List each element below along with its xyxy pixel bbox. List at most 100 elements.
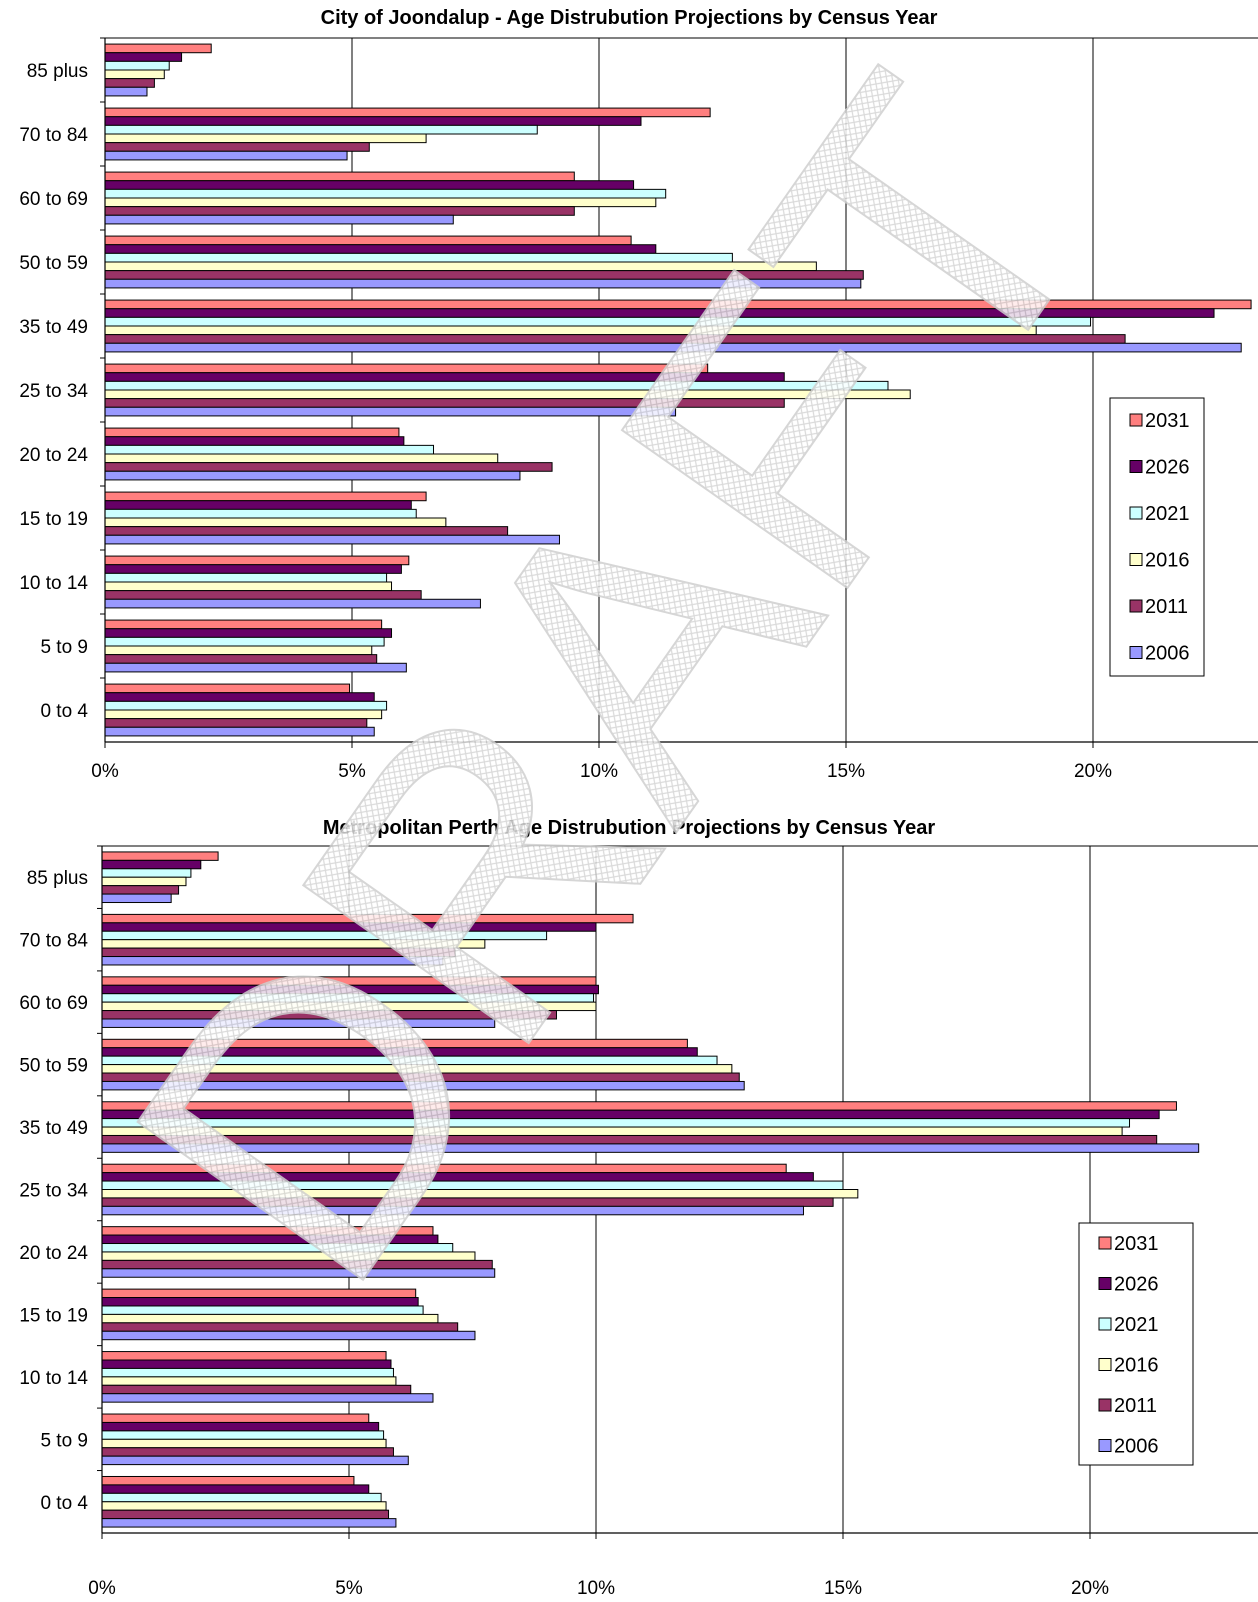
category-label: 10 to 14	[19, 573, 88, 594]
charts-layer: City of Joondalup - Age Distrubution Pro…	[19, 7, 1258, 1599]
legend-label-2026: 2026	[1114, 1274, 1159, 1296]
category-label: 60 to 69	[19, 189, 88, 210]
legend-swatch-2031	[1129, 413, 1143, 427]
legend-label-2006: 2006	[1145, 643, 1190, 665]
category-label: 85 plus	[27, 868, 88, 889]
bar-2026-85-plus	[104, 52, 183, 62]
bar-2006-20-to-24	[104, 470, 521, 481]
legend-swatch-2021	[1129, 506, 1143, 520]
bar-2016-10-to-14	[104, 581, 393, 592]
legend-swatch-2026	[1129, 460, 1143, 473]
legend-swatch-2011	[1098, 1398, 1112, 1412]
bar-2016-70-to-84	[104, 133, 427, 144]
legend-box	[1078, 1222, 1194, 1466]
legend-swatch-2016	[1129, 553, 1143, 566]
legend-swatch-2016	[1098, 1358, 1112, 1371]
bar-2021-10-to-14	[101, 1367, 394, 1378]
legend-swatch-2026	[1098, 1277, 1112, 1290]
bar-2031-10-to-14	[104, 555, 410, 566]
bar-2031-20-to-24	[104, 427, 400, 438]
legend-label-2011: 2011	[1145, 596, 1188, 618]
bar-2021-5-to-9	[104, 636, 385, 647]
category-label: 50 to 59	[19, 1056, 88, 1077]
chart-title: Metropolitan Perth Age Distrubution Proj…	[323, 817, 936, 839]
legend-label-2006: 2006	[1114, 1436, 1159, 1458]
bar-2026-15-to-19	[104, 500, 412, 510]
category-label: 5 to 9	[40, 1430, 88, 1451]
bar-2011-70-to-84	[104, 142, 370, 152]
category-label: 60 to 69	[19, 993, 88, 1014]
category-label: 20 to 24	[19, 445, 88, 466]
bar-2006-0-to-4	[101, 1518, 397, 1528]
x-tick-label: 5%	[338, 761, 366, 782]
x-tick-label: 20%	[1074, 761, 1112, 782]
bar-2031-60-to-69	[104, 171, 575, 182]
category-label: 0 to 4	[40, 1493, 88, 1514]
bar-2011-5-to-9	[101, 1447, 394, 1457]
legend-box	[1109, 397, 1205, 677]
category-label: 35 to 49	[19, 317, 88, 338]
category-label: 85 plus	[27, 61, 88, 82]
bar-2016-85-plus	[101, 876, 187, 887]
x-tick-label: 5%	[335, 1578, 363, 1599]
category-label: 25 to 34	[19, 1181, 88, 1202]
x-tick-label: 20%	[1071, 1578, 1109, 1599]
bar-2031-10-to-14	[101, 1351, 387, 1361]
legend-label-2016: 2016	[1114, 1355, 1159, 1377]
bar-2011-85-plus	[101, 885, 180, 895]
bar-2016-5-to-9	[101, 1438, 387, 1449]
chart-2: Metropolitan Perth Age Distrubution Proj…	[19, 817, 1258, 1599]
category-label: 15 to 19	[19, 509, 88, 530]
category-label: 50 to 59	[19, 253, 88, 274]
bar-2021-5-to-9	[101, 1430, 385, 1440]
chart-1: City of Joondalup - Age Distrubution Pro…	[19, 7, 1258, 782]
category-label: 70 to 84	[19, 931, 88, 952]
category-label: 35 to 49	[19, 1118, 88, 1139]
bar-2031-0-to-4	[104, 683, 351, 694]
bar-2011-10-to-14	[101, 1384, 412, 1395]
legend-label-2026: 2026	[1145, 457, 1190, 479]
bar-2016-5-to-9	[104, 645, 373, 656]
bar-2021-70-to-84	[104, 124, 538, 135]
bar-2026-70-to-84	[104, 116, 642, 126]
bar-2031-70-to-84	[104, 107, 711, 118]
bar-2006-60-to-69	[104, 214, 454, 225]
legend-swatch-2031	[1098, 1236, 1112, 1250]
x-tick-label: 10%	[580, 761, 618, 782]
bar-2026-5-to-9	[101, 1421, 380, 1432]
x-tick-label: 15%	[824, 1578, 862, 1599]
bar-2011-10-to-14	[104, 590, 422, 600]
bar-2006-85-plus	[101, 893, 172, 904]
legend-swatch-2021	[1098, 1317, 1112, 1331]
bar-2026-50-to-59	[104, 244, 657, 254]
bar-2006-10-to-14	[101, 1393, 434, 1403]
bar-2031-50-to-59	[104, 235, 632, 246]
legend-swatch-2006	[1098, 1439, 1112, 1452]
bar-2011-60-to-69	[104, 206, 575, 216]
bar-2026-20-to-24	[104, 436, 405, 446]
legend-label-2021: 2021	[1114, 1314, 1159, 1336]
legend-label-2016: 2016	[1145, 550, 1190, 572]
bar-2011-20-to-24	[104, 462, 553, 472]
category-label: 10 to 14	[19, 1368, 88, 1389]
bar-2016-60-to-69	[104, 197, 657, 208]
x-tick-label: 10%	[577, 1578, 615, 1599]
bar-2031-5-to-9	[101, 1413, 370, 1423]
bar-2011-5-to-9	[104, 654, 378, 664]
bar-2031-0-to-4	[101, 1475, 355, 1486]
x-tick-label: 15%	[827, 761, 865, 782]
bar-2021-85-plus	[104, 60, 170, 71]
bar-2026-60-to-69	[104, 180, 635, 190]
bar-2006-5-to-9	[101, 1455, 409, 1466]
x-tick-label: 0%	[91, 761, 119, 782]
category-label: 20 to 24	[19, 1243, 88, 1264]
bar-2016-0-to-4	[101, 1501, 387, 1511]
category-label: 25 to 34	[19, 381, 88, 402]
category-label: 5 to 9	[40, 637, 88, 658]
category-label: 70 to 84	[19, 125, 88, 146]
bar-2021-10-to-14	[104, 572, 388, 583]
bar-2016-20-to-24	[104, 453, 499, 464]
bar-2026-0-to-4	[101, 1484, 370, 1494]
bar-2011-85-plus	[104, 78, 155, 88]
